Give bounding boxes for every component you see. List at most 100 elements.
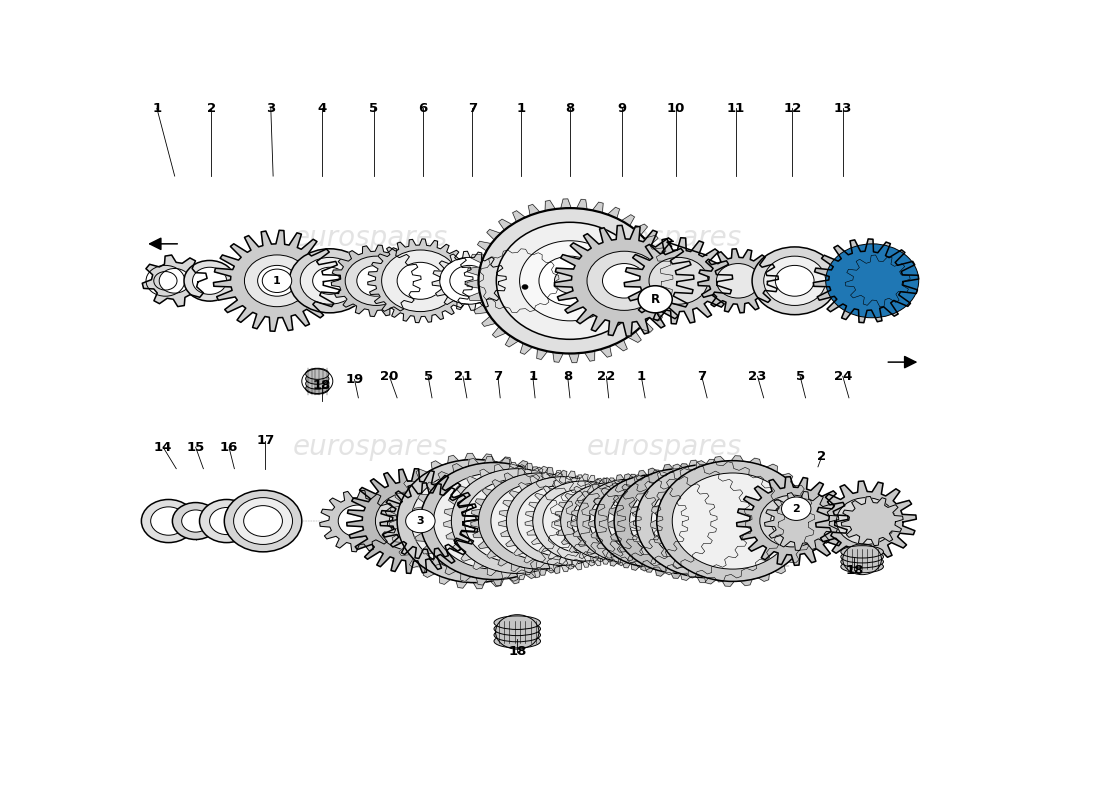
Polygon shape: [624, 238, 733, 324]
Circle shape: [496, 222, 644, 339]
Text: 18: 18: [312, 379, 331, 392]
Polygon shape: [412, 456, 575, 586]
Circle shape: [224, 490, 301, 552]
Text: 6: 6: [418, 102, 427, 115]
Text: 3: 3: [266, 102, 275, 115]
Text: 1: 1: [637, 370, 646, 382]
Polygon shape: [389, 454, 560, 589]
Circle shape: [576, 479, 682, 563]
Polygon shape: [525, 475, 641, 567]
Circle shape: [406, 510, 436, 533]
Circle shape: [356, 266, 396, 296]
Circle shape: [542, 489, 624, 553]
Circle shape: [160, 269, 190, 293]
Circle shape: [532, 481, 634, 561]
Ellipse shape: [840, 555, 883, 568]
Polygon shape: [816, 481, 916, 561]
Ellipse shape: [840, 550, 883, 563]
Circle shape: [651, 477, 763, 566]
Polygon shape: [697, 249, 779, 313]
Circle shape: [182, 510, 210, 532]
Polygon shape: [554, 478, 663, 564]
Ellipse shape: [840, 546, 883, 558]
Circle shape: [636, 464, 779, 578]
Circle shape: [828, 251, 903, 310]
Circle shape: [587, 251, 661, 310]
Polygon shape: [845, 255, 910, 306]
Circle shape: [405, 502, 451, 539]
Polygon shape: [588, 470, 717, 572]
Text: 1: 1: [517, 102, 526, 115]
Circle shape: [397, 459, 552, 582]
Ellipse shape: [494, 628, 540, 642]
Text: 9: 9: [617, 102, 626, 115]
Text: 17: 17: [256, 434, 275, 447]
Text: 1: 1: [152, 102, 162, 115]
Circle shape: [716, 263, 760, 298]
Text: eurospares: eurospares: [587, 224, 742, 252]
Circle shape: [450, 266, 488, 296]
Circle shape: [521, 285, 528, 290]
Text: 7: 7: [493, 370, 503, 382]
Circle shape: [382, 250, 459, 312]
Circle shape: [843, 262, 889, 299]
Text: 10: 10: [667, 102, 685, 115]
Circle shape: [257, 266, 296, 296]
Circle shape: [506, 477, 618, 566]
Text: 2: 2: [817, 450, 826, 463]
Circle shape: [420, 462, 568, 579]
Circle shape: [375, 491, 450, 550]
Polygon shape: [213, 230, 341, 331]
Polygon shape: [367, 239, 473, 322]
Circle shape: [478, 208, 661, 354]
Circle shape: [763, 256, 826, 306]
Circle shape: [608, 486, 697, 557]
Circle shape: [491, 483, 587, 559]
Text: eurospares: eurospares: [293, 224, 448, 252]
Circle shape: [389, 502, 436, 539]
Text: 22: 22: [597, 370, 616, 382]
Polygon shape: [608, 464, 752, 578]
Text: 2: 2: [207, 102, 216, 115]
Circle shape: [649, 258, 708, 304]
Text: 5: 5: [795, 370, 805, 382]
Text: 2: 2: [792, 504, 800, 514]
Circle shape: [595, 475, 711, 567]
Circle shape: [478, 473, 600, 569]
Polygon shape: [650, 456, 815, 586]
Circle shape: [614, 469, 746, 574]
Polygon shape: [629, 459, 784, 582]
Circle shape: [776, 266, 814, 296]
Ellipse shape: [306, 368, 329, 379]
Ellipse shape: [494, 616, 540, 630]
Circle shape: [517, 486, 607, 557]
Circle shape: [312, 267, 346, 294]
Ellipse shape: [494, 634, 540, 648]
Circle shape: [603, 263, 646, 298]
Circle shape: [826, 244, 918, 318]
Circle shape: [345, 256, 407, 306]
Circle shape: [561, 483, 657, 559]
Circle shape: [440, 258, 498, 304]
Circle shape: [338, 505, 378, 537]
Circle shape: [554, 269, 585, 293]
Circle shape: [464, 479, 570, 563]
Circle shape: [760, 495, 825, 547]
Circle shape: [142, 499, 196, 542]
Text: 5: 5: [424, 370, 432, 382]
Polygon shape: [471, 467, 607, 575]
Circle shape: [289, 249, 370, 313]
Circle shape: [411, 470, 538, 571]
Circle shape: [397, 262, 443, 299]
Circle shape: [184, 261, 235, 301]
Text: 1: 1: [273, 276, 280, 286]
Text: 19: 19: [345, 373, 364, 386]
Text: 5: 5: [370, 102, 378, 115]
Text: R: R: [650, 293, 660, 306]
Text: eurospares: eurospares: [293, 433, 448, 461]
Circle shape: [433, 473, 554, 569]
Text: 7: 7: [468, 102, 477, 115]
Circle shape: [781, 497, 811, 521]
Circle shape: [539, 256, 601, 306]
Circle shape: [572, 491, 646, 550]
